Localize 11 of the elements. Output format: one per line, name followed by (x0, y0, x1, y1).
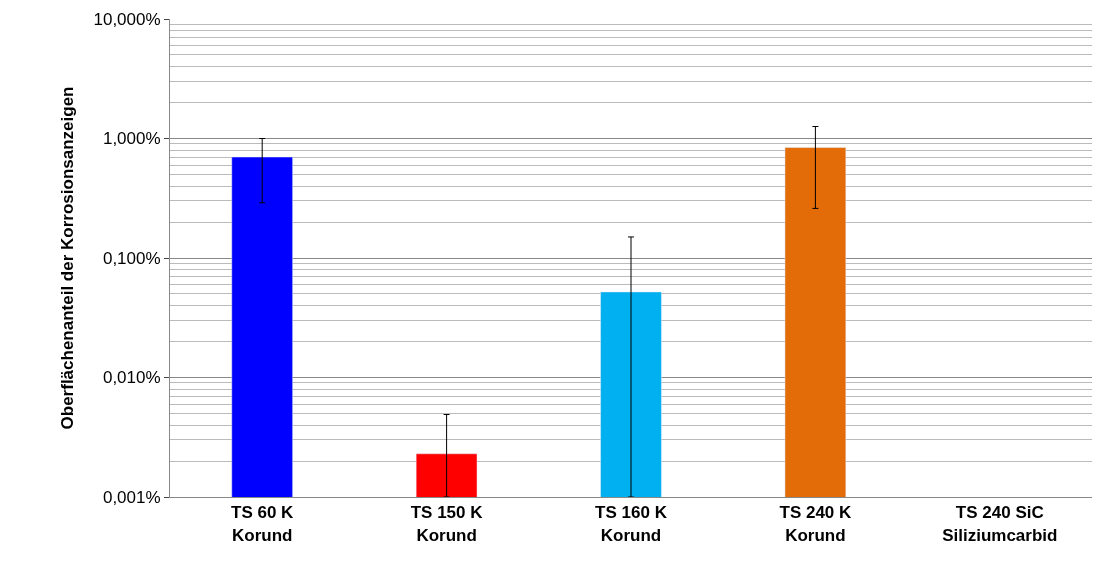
y-tick-label: 0,100% (102, 248, 161, 268)
y-tick-label: 0,001% (102, 487, 161, 507)
y-tick-label: 10,000% (93, 9, 161, 29)
y-tick-label: 1,000% (102, 129, 161, 149)
y-tick-label: 0,010% (102, 368, 161, 388)
x-tick-label: TS 60 K Korund (231, 503, 295, 545)
x-tick-label: TS 240 K Korund (779, 503, 853, 545)
x-tick-label: TS 240 SiC Siliziumcarbid (942, 503, 1058, 545)
y-axis-title: Oberflächenanteil der Korrosionsanzeigen (58, 86, 78, 430)
x-tick-label: TS 160 K Korund (595, 503, 668, 545)
x-tick-label: TS 150 K Korund (410, 503, 484, 545)
